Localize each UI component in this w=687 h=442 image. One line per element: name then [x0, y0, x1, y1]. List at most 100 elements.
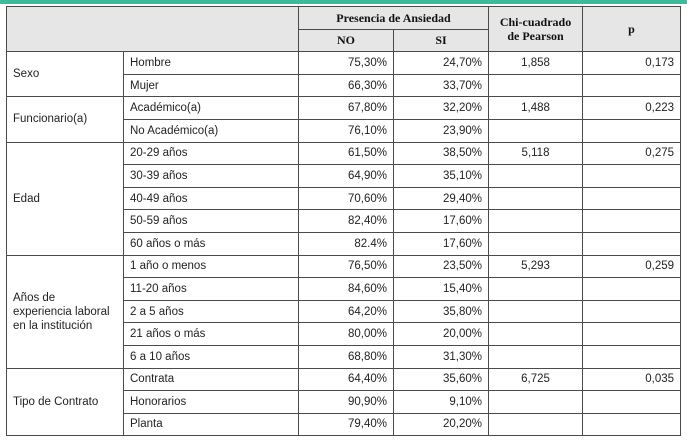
no-value-cell: 90,90% — [298, 390, 394, 414]
category-cell: Hombre — [123, 51, 299, 75]
table-row: Planta 79,40% 20,20% — [7, 412, 682, 437]
no-value-cell: 64,20% — [298, 299, 394, 324]
header-no: NO — [298, 28, 394, 53]
si-value-cell: 20,00% — [392, 322, 490, 346]
category-cell: 40-49 años — [123, 186, 299, 211]
header-presence: Presencia de Ansiedad — [297, 6, 490, 30]
header-blank — [6, 5, 299, 53]
p-value-cell: 0,223 — [582, 96, 682, 120]
chi-square-cell — [488, 299, 584, 324]
group-label: Edad — [6, 141, 124, 256]
category-cell: 20-29 años — [123, 141, 299, 166]
si-value-cell: 32,20% — [392, 96, 490, 120]
p-value-cell — [582, 412, 682, 437]
category-cell: Planta — [123, 412, 299, 437]
no-value-cell: 82.4% — [298, 231, 394, 256]
si-value-cell: 23,50% — [392, 254, 490, 279]
si-value-cell: 33,70% — [392, 73, 490, 98]
no-value-cell: 66,30% — [298, 73, 394, 98]
anxiety-table: Presencia de Ansiedad Chi-cuadrado de Pe… — [6, 5, 682, 437]
p-value-cell: 0,173 — [582, 51, 682, 75]
group-label: Sexo — [6, 51, 124, 98]
si-value-cell: 15,40% — [392, 277, 490, 301]
chi-square-cell — [488, 412, 584, 437]
no-value-cell: 80,00% — [298, 322, 394, 346]
p-value-cell: 0,035 — [582, 367, 682, 392]
header-chi: Chi-cuadrado de Pearson — [488, 5, 584, 53]
si-value-cell: 29,40% — [392, 186, 490, 211]
chi-square-cell — [488, 344, 584, 369]
p-value-cell — [582, 299, 682, 324]
p-value-cell — [582, 186, 682, 211]
table-row: 60 años o más 82.4% 17,60% — [7, 231, 682, 256]
si-value-cell: 38,50% — [392, 141, 490, 166]
p-value-cell: 0,275 — [582, 141, 682, 166]
chi-square-cell — [488, 209, 584, 233]
category-cell: Contrata — [123, 367, 299, 392]
no-value-cell: 70,60% — [298, 186, 394, 211]
category-cell: No Académico(a) — [123, 118, 299, 143]
no-value-cell: 82,40% — [298, 209, 394, 233]
no-value-cell: 76,50% — [298, 254, 394, 279]
chi-square-cell — [488, 73, 584, 98]
p-value-cell — [582, 231, 682, 256]
chi-square-cell: 1,858 — [488, 51, 584, 75]
p-value-cell — [582, 344, 682, 369]
chi-square-cell: 6,725 — [488, 367, 584, 392]
si-value-cell: 35,80% — [392, 299, 490, 324]
si-value-cell: 23,90% — [392, 118, 490, 143]
table-row: Tipo de Contrato Contrata 64,40% 35,60% 6,72… — [6, 367, 682, 437]
category-cell: Académico(a) — [123, 96, 299, 120]
chi-square-cell — [488, 390, 584, 414]
no-value-cell: 67,80% — [298, 96, 394, 120]
category-cell: 2 a 5 años — [123, 299, 299, 324]
si-value-cell: 9,10% — [392, 390, 490, 414]
si-value-cell: 35,60% — [392, 367, 490, 392]
no-value-cell: 76,10% — [298, 118, 394, 143]
chi-square-cell: 1,488 — [488, 96, 584, 120]
p-value-cell — [582, 73, 682, 98]
p-value-cell — [582, 164, 682, 188]
si-value-cell: 17,60% — [392, 209, 490, 233]
group-label: Funcionario(a) — [6, 96, 124, 143]
table-row: Años de experiencia laboral en la instit… — [6, 254, 682, 369]
p-value-cell — [582, 118, 682, 143]
category-cell: Mujer — [123, 73, 299, 98]
category-cell: 50-59 años — [123, 209, 299, 233]
table-body: Sexo Hombre 75,30% 24,70% 1,858 0,173 Mujer 66,… — [6, 51, 682, 437]
table-row: 6 a 10 años 68,80% 31,30% — [7, 344, 682, 369]
group-label: Años de experiencia laboral en la instit… — [6, 254, 124, 369]
no-value-cell: 79,40% — [298, 412, 394, 437]
p-value-cell — [582, 277, 682, 301]
category-cell: 30-39 años — [123, 164, 299, 188]
p-value-cell — [582, 322, 682, 346]
top-accent-bar — [0, 0, 687, 4]
si-value-cell: 20,20% — [392, 412, 490, 437]
chi-square-cell — [488, 118, 584, 143]
no-value-cell: 75,30% — [298, 51, 394, 75]
category-cell: 6 a 10 años — [123, 344, 299, 369]
chi-square-cell — [488, 277, 584, 301]
no-value-cell: 64,90% — [298, 164, 394, 188]
p-value-cell — [582, 209, 682, 233]
header-si: SI — [392, 28, 490, 53]
si-value-cell: 35,10% — [392, 164, 490, 188]
si-value-cell: 24,70% — [392, 51, 490, 75]
table-row: Sexo Hombre 75,30% 24,70% 1,858 0,173 — [6, 51, 682, 98]
category-cell: 60 años o más — [123, 231, 299, 256]
p-value-cell — [582, 390, 682, 414]
chi-square-cell — [488, 231, 584, 256]
no-value-cell: 64,40% — [298, 367, 394, 392]
no-value-cell: 68,80% — [298, 344, 394, 369]
si-value-cell: 17,60% — [392, 231, 490, 256]
table-row: Funcionario(a) Académico(a) 67,80% 32,20% 1,… — [6, 96, 682, 143]
chi-square-cell: 5,293 — [488, 254, 584, 279]
group-label: Tipo de Contrato — [6, 367, 124, 437]
category-cell: Honorarios — [123, 390, 299, 414]
p-value-cell: 0,259 — [582, 254, 682, 279]
chi-square-cell — [488, 322, 584, 346]
header-p: p — [582, 5, 682, 53]
chi-square-cell — [488, 186, 584, 211]
table-row: Edad 20-29 años 61,50% 38,50% 5,118 0,275 — [6, 141, 682, 256]
no-value-cell: 61,50% — [298, 141, 394, 166]
